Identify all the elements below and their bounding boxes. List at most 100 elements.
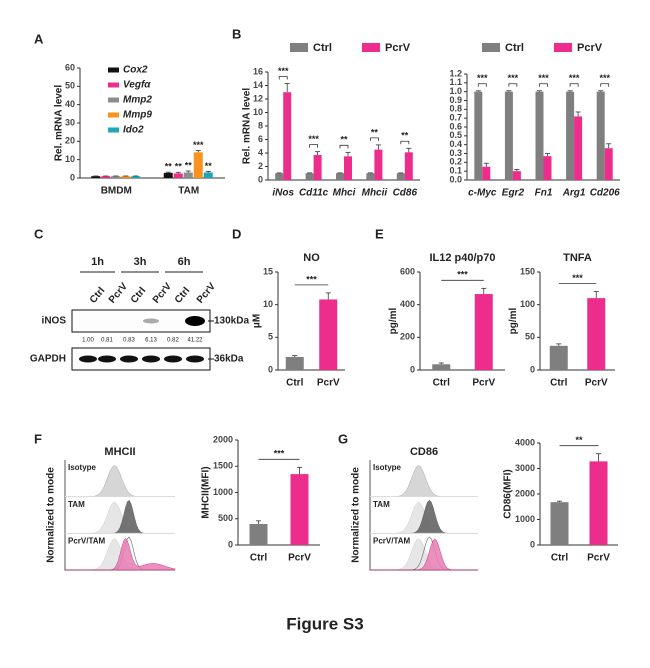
- y-axis-label: MHCII(MFI): [201, 466, 212, 518]
- y-tick-label: 0: [258, 174, 263, 184]
- y-tick-label: 60: [65, 62, 75, 72]
- significance: ***: [193, 140, 204, 150]
- row-label: Isotype: [373, 463, 402, 472]
- legend-swatch: [108, 127, 119, 133]
- panel-letter: E: [375, 226, 384, 241]
- x-tick-label: PcrV: [317, 378, 340, 389]
- y-tick-label: 0.6: [449, 121, 462, 131]
- significance-bracket: [477, 83, 487, 87]
- bar: [285, 356, 304, 370]
- histogram: [65, 538, 176, 571]
- x-tick-label: c-Myc: [468, 188, 497, 199]
- significance: ***: [308, 134, 319, 144]
- x-tick-label: PcrV: [587, 553, 610, 564]
- bar: [574, 116, 583, 180]
- y-tick-label: 16: [253, 66, 263, 76]
- panel-letter: B: [232, 26, 241, 41]
- flow-title: CD86: [410, 446, 438, 458]
- band: [79, 355, 97, 363]
- bar: [474, 91, 483, 180]
- flow-ylabel: Normalized to mode: [46, 467, 57, 563]
- y-tick-label: 0.3: [449, 148, 462, 158]
- y-tick-label: 0.4: [449, 139, 462, 149]
- significance: ***: [306, 274, 317, 284]
- x-tick-label: Cd11c: [299, 188, 329, 199]
- histogram-row: [65, 536, 176, 571]
- y-tick-label: 15: [263, 266, 273, 276]
- bar: [404, 152, 413, 180]
- chart-title: IL12 p40/p70: [429, 252, 495, 264]
- y-tick-label: 500: [218, 513, 233, 523]
- y-tick-label: 0: [268, 364, 273, 374]
- significance: **: [371, 127, 379, 137]
- bar: [604, 148, 613, 180]
- significance: ***: [508, 73, 519, 83]
- y-tick-label: 0: [410, 364, 415, 374]
- y-tick-label: 100: [520, 299, 535, 309]
- legend-swatch: [108, 67, 119, 73]
- blot-size-label: 36kDa: [214, 354, 244, 365]
- x-tick-label: Egr2: [502, 188, 525, 199]
- significance: ***: [569, 73, 580, 83]
- lane-label: PcrV: [151, 281, 174, 306]
- bar: [275, 173, 284, 180]
- bar: [587, 298, 606, 370]
- significance: ***: [274, 449, 285, 459]
- significance: **: [185, 160, 193, 170]
- lane-label: PcrV: [195, 281, 218, 306]
- bar: [396, 173, 405, 180]
- y-tick-label: 10: [263, 299, 273, 309]
- legend-label: Ctrl: [313, 42, 332, 54]
- x-tick-label: Mhci: [333, 188, 356, 199]
- y-tick-label: 2: [258, 161, 263, 171]
- y-tick-label: 0.9: [449, 95, 462, 105]
- y-tick-label: 20: [65, 136, 75, 146]
- legend-swatch: [290, 43, 308, 52]
- row-label: TAM: [373, 500, 390, 509]
- band: [120, 355, 138, 363]
- legend-label: PcrV: [385, 42, 411, 54]
- legend-swatch: [482, 43, 500, 52]
- bar: [543, 156, 552, 180]
- y-axis-label: Rel. mRNA level: [54, 85, 65, 162]
- chart-title: TNFA: [563, 252, 592, 264]
- y-tick-label: 0.0: [449, 174, 462, 184]
- time-label: 1h: [91, 256, 104, 268]
- y-tick-label: 0.1: [449, 166, 462, 176]
- y-axis-label: CD86(MFI): [503, 469, 514, 518]
- flow-ylabel: Normalized to mode: [351, 467, 362, 563]
- significance-bracket: [339, 144, 349, 149]
- bar: [173, 173, 183, 178]
- y-tick-label: 3000: [515, 463, 535, 473]
- bar: [283, 92, 292, 180]
- time-label: 3h: [134, 256, 147, 268]
- row-label: PcrV/TAM: [373, 536, 411, 545]
- y-tick-label: 0: [228, 539, 233, 549]
- legend-label: Mmp2: [123, 95, 152, 106]
- blot-row-label: iNOS: [42, 316, 67, 327]
- figure-label: Figure S3: [286, 614, 363, 633]
- bar: [550, 502, 569, 545]
- y-tick-label: 10: [65, 154, 75, 164]
- quant-label: 0.82: [167, 338, 179, 344]
- x-tick-label: Cd86: [393, 188, 418, 199]
- legend-label: Ctrl: [505, 42, 524, 54]
- bar: [305, 173, 314, 180]
- bar: [193, 152, 203, 178]
- legend-swatch: [108, 112, 119, 118]
- y-tick-label: 1500: [213, 461, 233, 471]
- bar: [482, 166, 491, 180]
- chart-title: NO: [303, 252, 320, 264]
- histogram: [370, 538, 478, 571]
- x-tick-label: PcrV: [288, 553, 311, 564]
- legend-swatch: [108, 97, 119, 103]
- bar: [249, 524, 268, 545]
- x-tick-label: Ctrl: [550, 378, 567, 389]
- bar: [319, 299, 338, 370]
- significance-bracket: [569, 83, 579, 87]
- y-tick-label: 0.2: [449, 157, 462, 167]
- significance-bracket: [309, 144, 318, 148]
- x-tick-label: Mhcii: [362, 188, 388, 199]
- x-tick-label: Cd206: [590, 188, 620, 199]
